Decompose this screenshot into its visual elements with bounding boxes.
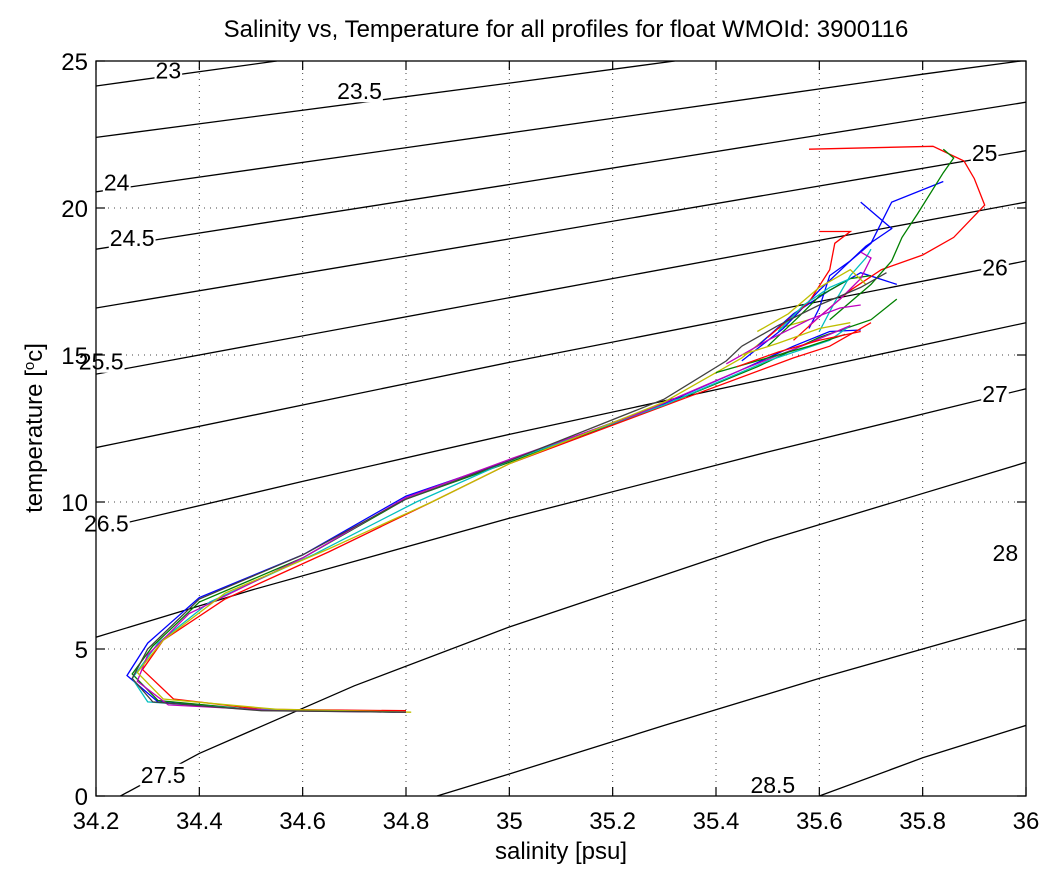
x-tick-label: 34.8: [383, 808, 430, 835]
density-contour-line: [96, 322, 1026, 531]
contour-label: 25.5: [79, 349, 124, 375]
contour-label: 24: [104, 169, 130, 195]
axes-box: [95, 60, 1027, 797]
profile-series-line: [777, 278, 851, 332]
x-tick-label: 34.6: [279, 808, 326, 835]
contour-label-bg: [82, 512, 130, 535]
density-contour-layer: [96, 61, 1026, 796]
x-tick-label: 34.4: [176, 808, 223, 835]
density-contour-line: [436, 618, 1026, 796]
contour-label-bg: [154, 59, 183, 82]
density-contour-line: [96, 150, 1026, 309]
x-tick-label: 34.2: [73, 808, 120, 835]
y-axis-label-superscript: o: [21, 362, 38, 370]
x-tick-label: 35.8: [899, 808, 946, 835]
y-tick-label: 5: [75, 637, 88, 664]
contour-label: 26: [982, 255, 1008, 281]
density-contour-line: [96, 61, 1021, 193]
contour-label: 27: [982, 381, 1008, 407]
contour-label-bg: [749, 774, 797, 797]
profile-series-line: [741, 322, 851, 356]
contour-label-bg: [981, 383, 1009, 406]
contour-label-bg: [991, 541, 1020, 564]
y-axis-label-main: temperature [: [21, 370, 48, 513]
y-axis-label-tail: c]: [21, 343, 48, 362]
tick-layer: 34.2 34.4 34.6 34.8 35 35.2 35.4 35.6 35.8 36 0 5 10…: [61, 49, 1039, 835]
density-contour-line: [96, 101, 1026, 250]
profile-series-line: [131, 345, 743, 713]
density-contour-line: [96, 260, 1026, 449]
contour-label: 25: [972, 140, 998, 166]
y-axis-label: temperature [oc]: [21, 343, 49, 513]
y-tick-label: 25: [61, 49, 88, 76]
profile-series-line: [756, 268, 867, 333]
profile-series-line: [141, 322, 872, 712]
contour-label: 28: [993, 540, 1019, 566]
density-contour-line: [119, 461, 1026, 796]
x-tick-label: 35.6: [796, 808, 843, 835]
contour-label: 24.5: [110, 225, 155, 251]
y-tick-label: 15: [61, 343, 88, 370]
contour-label: 23.5: [337, 78, 382, 104]
density-contour-line: [96, 388, 1026, 638]
contour-label-bg: [108, 227, 156, 250]
contour-label-bg: [970, 141, 999, 164]
density-contour-line: [96, 61, 675, 139]
profile-series-line: [808, 251, 872, 327]
profile-series-line: [136, 325, 851, 713]
profile-series-line: [829, 148, 955, 321]
x-tick-label: 36: [1013, 808, 1040, 835]
profile-series-line: [136, 319, 810, 713]
contour-label-bg: [139, 763, 187, 786]
x-axis-label: salinity [psu]: [495, 838, 627, 865]
contour-label: 27.5: [141, 762, 186, 788]
x-tick-label: 35: [496, 808, 523, 835]
x-tick-label: 35.4: [693, 808, 740, 835]
y-tick-label: 0: [75, 784, 88, 811]
contour-label-bg: [336, 80, 383, 103]
profile-series-line: [741, 272, 887, 347]
profile-series-line: [767, 274, 872, 347]
contour-label: 28.5: [750, 772, 795, 798]
density-contour-line: [96, 201, 1026, 375]
density-contour-line: [96, 61, 277, 87]
grid-layer: [96, 61, 1026, 796]
profile-series-layer: [126, 145, 986, 713]
density-contour-line: [819, 724, 1026, 796]
chart-title: Salinity vs, Temperature for all profile…: [224, 16, 909, 43]
profile-series-line: [767, 230, 853, 338]
x-tick-label: 35.2: [589, 808, 636, 835]
profile-series-line: [736, 330, 861, 368]
y-tick-label: 20: [61, 196, 88, 223]
density-contour-label-layer: 23 23.5 24 24.5 25 25.5 26 26.5 27 27.5 28 28.5: [77, 58, 1020, 798]
contour-label-bg: [102, 171, 131, 194]
contour-label: 23: [156, 58, 182, 84]
y-tick-label: 10: [61, 490, 88, 517]
profile-series-line: [131, 325, 851, 713]
contour-label: 26.5: [84, 510, 129, 536]
profile-series-line: [725, 304, 861, 365]
contour-label-bg: [981, 256, 1009, 279]
profile-series-line: [741, 201, 893, 362]
contour-label-bg: [77, 350, 125, 373]
